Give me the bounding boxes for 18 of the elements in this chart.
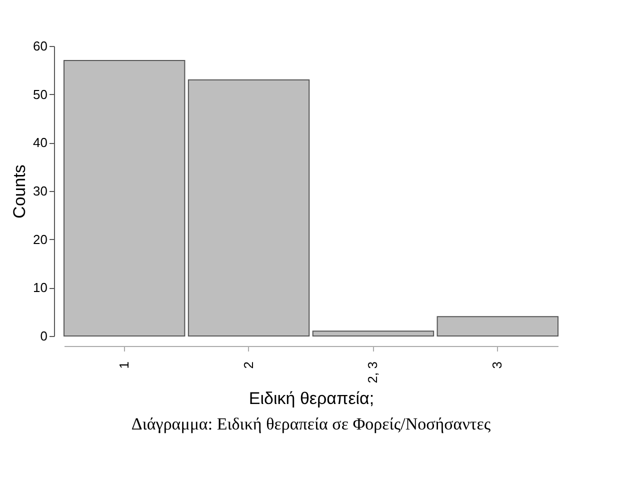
y-tick-label: 40: [33, 135, 48, 150]
y-tick-label: 50: [33, 86, 48, 102]
y-tick-label: 60: [33, 38, 48, 54]
y-axis-title: Counts: [10, 164, 30, 218]
x-tick-label: 1: [116, 362, 132, 369]
bar: [64, 60, 186, 336]
y-tick-label: 30: [33, 184, 48, 198]
x-tick-label: 2: [240, 362, 256, 369]
text: Διάγραμμα: Ειδική θεραπεία σε Φορείς/Νοσήσαντες: [131, 414, 491, 434]
bar: [188, 79, 310, 336]
y-tick-label: 10: [33, 280, 48, 296]
x-tick-label: 3: [490, 362, 505, 369]
bar: [436, 316, 558, 336]
bar: [312, 330, 434, 336]
y-tick-label: 0: [40, 328, 48, 344]
y-tick-label: 20: [33, 232, 48, 247]
x-tick-label: 2, 3: [365, 362, 380, 384]
x-axis-title: Ειδική θεραπεία;: [248, 389, 374, 408]
